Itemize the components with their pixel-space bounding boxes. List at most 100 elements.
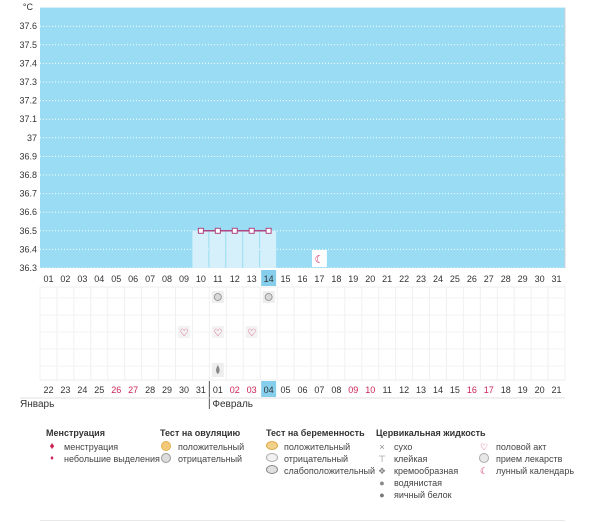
legend-ovulation: Тест на овуляцию положительный отрицател… [160, 428, 244, 465]
legend-label: яичный белок [394, 490, 452, 500]
pregnancy-negative-icon [266, 453, 278, 465]
y-axis-unit-label: °C [23, 2, 34, 12]
legend-item-pregnancy-negative: отрицательный [266, 453, 375, 465]
legend-item-dry: × сухо [376, 441, 486, 453]
temperature-point [197, 227, 204, 234]
legend-item-menstruation: ♦ менструация [46, 441, 160, 453]
cycle-day-label: 26 [467, 274, 477, 284]
pill-icon [478, 453, 490, 465]
calendar-day-label: 22 [43, 385, 53, 395]
ovulation-negative-icon [213, 293, 222, 301]
today-cycle-highlight [261, 270, 277, 286]
cross-icon: × [379, 442, 385, 452]
y-tick-label: 37.4 [19, 58, 37, 68]
period-bar [209, 230, 226, 268]
calendar-day-label: 02 [230, 385, 240, 395]
calendar-day-label: 15 [450, 385, 460, 395]
cycle-day-label: 21 [382, 274, 392, 284]
legend-label: менструация [64, 442, 119, 452]
legend-pregnancy-title: Тест на беременность [266, 428, 365, 438]
legend-item-intercourse: ♡ половой акт [478, 441, 574, 453]
cycle-day-label: 19 [348, 274, 358, 284]
calendar-day-label: 12 [399, 385, 409, 395]
cycle-day-label: 09 [179, 274, 189, 284]
legend-item-pregnancy-weak: слабоположительный [266, 465, 375, 477]
cycle-day-label: 18 [331, 274, 341, 284]
cycle-day-label: 28 [501, 274, 511, 284]
calendar-day-label: 21 [552, 385, 562, 395]
y-tick-label: 36.6 [19, 207, 37, 217]
legend-item-pregnancy-positive: положительный [266, 441, 375, 453]
calendar-day-label: 31 [196, 385, 206, 395]
legend-label: половой акт [496, 442, 547, 452]
today-calendar-highlight [261, 381, 277, 397]
legend-label: положительный [178, 442, 245, 452]
y-tick-label: 36.3 [19, 263, 37, 273]
legend-item-ovulation-positive: положительный [160, 441, 244, 453]
calendar-day-label: 16 [467, 385, 477, 395]
calendar-day-label: 14 [433, 385, 443, 395]
heart-icon: ♡ [479, 442, 489, 452]
cycle-day-label: 23 [416, 274, 426, 284]
legend-ovulation-title: Тест на овуляцию [160, 428, 241, 438]
cycle-day-label: 08 [162, 274, 172, 284]
period-bar [243, 230, 260, 268]
calendar-day-label: 13 [416, 385, 426, 395]
legend-other: ♡ половой акт прием лекарств ☾ лунный ка… [478, 441, 574, 477]
legend-item-egg-white: ● яичный белок [376, 489, 486, 501]
cycle-day-label: 11 [213, 274, 222, 284]
calendar-day-label: 11 [383, 385, 392, 395]
calendar-day-label: 05 [281, 385, 291, 395]
lunar-marker-bg [311, 250, 327, 267]
calendar-day-label: 24 [77, 385, 87, 395]
y-tick-label: 37.1 [19, 114, 37, 124]
cycle-day-label: 25 [450, 274, 460, 284]
y-tick-label: 37.2 [19, 96, 37, 106]
legend-cervical-title: Цервикальная жидкость [376, 428, 486, 438]
cycle-day-label: 05 [111, 274, 121, 284]
heart-icon: ♡ [179, 328, 188, 339]
water-drop-icon: ● [379, 478, 385, 488]
month-label: Январь [20, 399, 54, 410]
calendar-day-label: 10 [365, 385, 375, 395]
legend-label: положительный [284, 442, 351, 452]
cycle-day-label: 22 [399, 274, 409, 284]
cycle-day-label: 07 [145, 274, 155, 284]
cycle-day-label: 30 [535, 274, 545, 284]
small-drop-icon: ♦ [50, 455, 54, 462]
legend-label: клейкая [394, 454, 428, 464]
markers: ♡ ♡ ♡ [177, 291, 275, 377]
cycle-day-label: 13 [247, 274, 257, 284]
calendar-day-label: 27 [128, 385, 138, 395]
y-tick-label: 37.5 [19, 40, 37, 50]
cycle-day-label: 24 [433, 274, 443, 284]
calendar-day-label: 07 [314, 385, 324, 395]
legend-item-spotting: ♦ небольшие выделения [46, 453, 160, 465]
blood-drop-icon: ♦ [49, 441, 55, 452]
legend-item-sticky: ⊤ клейкая [376, 453, 486, 465]
moon-icon: ☾ [479, 466, 489, 476]
calendar-day-label: 19 [518, 385, 528, 395]
y-tick-label: 36.4 [19, 244, 37, 254]
temperature-point [248, 227, 255, 234]
legend-item-ovulation-negative: отрицательный [160, 453, 244, 465]
ovulation-negative-icon [160, 453, 172, 465]
y-axis-ticks: 36.3 36.4 36.5 36.6 36.7 36.8 36.9 37 37.1 37.2 37… [19, 21, 37, 273]
pregnancy-positive-icon [266, 441, 278, 453]
intercourse-bg [211, 326, 224, 338]
cycle-day-label: 31 [552, 274, 562, 284]
calendar-day-label: 08 [331, 385, 341, 395]
month-label: Февраль [212, 399, 253, 410]
heart-icon: ♡ [247, 328, 256, 339]
heart-icon: ♡ [213, 328, 222, 339]
legend-item-watery: ● водянистая [376, 477, 486, 489]
y-tick-label: 36.5 [19, 226, 37, 236]
cycle-day-label: 15 [281, 274, 291, 284]
cycle-day-label: 16 [297, 274, 307, 284]
calendar-day-label: 20 [535, 385, 545, 395]
calendar-day-label: 28 [145, 385, 155, 395]
lower-grid [39, 270, 566, 397]
temperature-point [265, 227, 272, 234]
period-bar [226, 230, 243, 268]
legend-label: отрицательный [178, 454, 243, 464]
